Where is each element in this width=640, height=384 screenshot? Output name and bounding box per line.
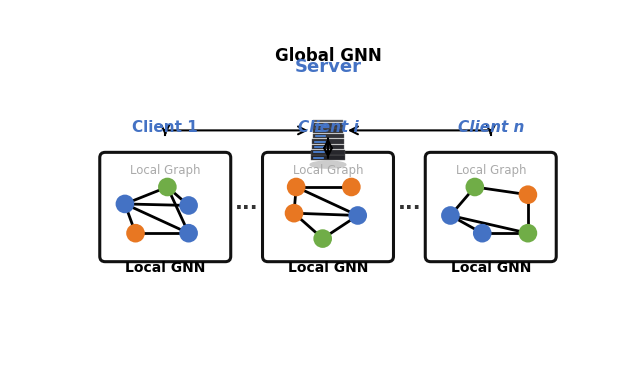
Point bbox=[445, 212, 456, 218]
Text: Server: Server bbox=[294, 58, 362, 76]
FancyBboxPatch shape bbox=[312, 145, 344, 149]
Point bbox=[163, 184, 173, 190]
Point bbox=[120, 201, 130, 207]
Text: Client i: Client i bbox=[298, 121, 358, 136]
Text: Local Graph: Local Graph bbox=[130, 164, 200, 177]
Point bbox=[477, 230, 488, 236]
Text: Client 1: Client 1 bbox=[132, 121, 198, 136]
Text: Global GNN: Global GNN bbox=[275, 47, 381, 65]
Ellipse shape bbox=[310, 161, 346, 168]
Text: ...: ... bbox=[397, 193, 421, 213]
FancyBboxPatch shape bbox=[262, 152, 394, 262]
Text: Local GNN: Local GNN bbox=[125, 261, 205, 275]
Point bbox=[291, 184, 301, 190]
FancyBboxPatch shape bbox=[313, 129, 343, 133]
FancyBboxPatch shape bbox=[313, 123, 343, 128]
FancyBboxPatch shape bbox=[313, 120, 343, 122]
Point bbox=[131, 230, 141, 236]
Point bbox=[317, 235, 328, 242]
Point bbox=[184, 230, 194, 236]
Text: Local GNN: Local GNN bbox=[288, 261, 368, 275]
Text: ...: ... bbox=[235, 193, 259, 213]
Point bbox=[470, 184, 480, 190]
Point bbox=[184, 202, 194, 209]
Point bbox=[523, 230, 533, 236]
Text: Local GNN: Local GNN bbox=[451, 261, 531, 275]
FancyBboxPatch shape bbox=[311, 156, 345, 160]
Point bbox=[346, 184, 356, 190]
Text: Client n: Client n bbox=[458, 121, 524, 136]
FancyBboxPatch shape bbox=[425, 152, 556, 262]
FancyBboxPatch shape bbox=[100, 152, 231, 262]
Point bbox=[289, 210, 299, 216]
FancyBboxPatch shape bbox=[311, 150, 345, 155]
Text: Local Graph: Local Graph bbox=[292, 164, 364, 177]
FancyBboxPatch shape bbox=[312, 134, 344, 139]
Point bbox=[523, 192, 533, 198]
Text: Local Graph: Local Graph bbox=[456, 164, 526, 177]
Point bbox=[353, 212, 363, 218]
FancyBboxPatch shape bbox=[312, 139, 344, 144]
